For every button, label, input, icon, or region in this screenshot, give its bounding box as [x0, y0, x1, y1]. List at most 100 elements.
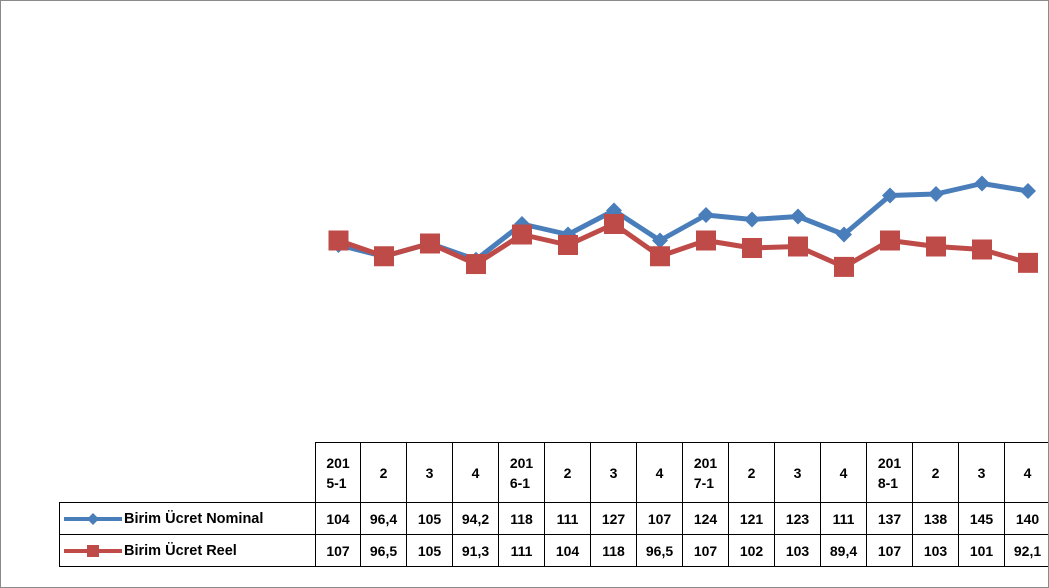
category-cell: 201 6-1 [498, 442, 545, 503]
value-cell-reel: 103 [912, 534, 959, 567]
category-cell: 3 [958, 442, 1005, 503]
data-point-nominal [836, 226, 852, 243]
data-point-reel [696, 230, 716, 251]
value-cell-reel: 107 [682, 534, 729, 567]
category-cell: 4 [452, 442, 499, 503]
category-cell: 4 [1004, 442, 1048, 503]
value-cell-reel: 107 [315, 534, 361, 567]
value-cell-reel: 103 [774, 534, 821, 567]
data-point-reel [466, 254, 486, 275]
category-label: 201 8-1 [877, 454, 902, 491]
value-cell-nominal: 145 [958, 502, 1005, 535]
category-label: 201 7-1 [693, 454, 718, 491]
data-point-nominal [928, 186, 944, 202]
value-cell-nominal: 118 [498, 502, 545, 535]
data-point-reel [880, 230, 900, 251]
category-cell: 3 [406, 442, 453, 503]
value-cell-nominal: 121 [728, 502, 775, 535]
value-cell-reel: 118 [590, 534, 637, 567]
category-label: 3 [609, 464, 618, 481]
data-point-reel [788, 236, 808, 257]
category-label: 3 [425, 464, 434, 481]
data-point-reel [972, 239, 992, 260]
category-label: 201 5-1 [326, 454, 350, 491]
data-point-nominal [1020, 183, 1036, 199]
data-point-nominal [790, 208, 806, 225]
category-cell: 2 [360, 442, 407, 503]
category-label: 3 [793, 464, 802, 481]
data-point-reel [604, 214, 624, 234]
data-point-reel [650, 246, 670, 267]
data-point-reel [512, 224, 532, 245]
category-label: 2 [931, 464, 940, 481]
value-cell-reel: 102 [728, 534, 775, 567]
series-row-reel: Birim Ücret Reel 107 96,5 105 91,3 111 104 118… [59, 534, 1048, 567]
category-label: 4 [471, 464, 480, 481]
value-cell-nominal: 105 [406, 502, 453, 535]
category-row: 201 5-1 2 3 4 201 6-1 2 3 4 201 7-1 2 3 4 201 8-1 2 3 4 [59, 442, 1048, 503]
data-point-reel [420, 233, 440, 254]
value-cell-nominal: 140 [1004, 502, 1048, 535]
value-cell-nominal: 124 [682, 502, 729, 535]
value-cell-reel: 91,3 [452, 534, 499, 567]
value-cell-reel: 111 [498, 534, 545, 567]
data-point-nominal [652, 232, 668, 249]
value-cell-reel: 89,4 [820, 534, 867, 567]
value-cell-nominal: 104 [315, 502, 361, 535]
series-label-reel: Birim Ücret Reel [59, 534, 316, 567]
value-cell-nominal: 107 [636, 502, 683, 535]
value-cell-reel: 105 [406, 534, 453, 567]
table-corner [59, 442, 316, 503]
series-reel [328, 214, 1038, 277]
data-point-reel [834, 256, 854, 277]
value-cell-reel: 96,5 [360, 534, 407, 567]
data-point-nominal [744, 211, 760, 228]
category-label: 2 [563, 464, 572, 481]
legend-key-nominal [64, 512, 122, 525]
line-chart [328, 175, 1038, 277]
category-label: 4 [839, 464, 848, 481]
legend-key-reel [64, 544, 122, 557]
data-table: 201 5-1 2 3 4 201 6-1 2 3 4 201 7-1 2 3 4 201 8-1 2 3 4 Bir… [59, 442, 1048, 567]
data-point-nominal [698, 207, 714, 223]
data-point-reel [374, 246, 394, 267]
value-cell-nominal: 96,4 [360, 502, 407, 535]
value-cell-nominal: 111 [820, 502, 867, 535]
category-label: 2 [379, 464, 388, 481]
category-label: 2 [747, 464, 756, 481]
series-name: Birim Ücret Reel [124, 542, 237, 559]
series-row-nominal: Birim Ücret Nominal 104 96,4 105 94,2 118 111… [59, 502, 1048, 535]
value-cell-nominal: 123 [774, 502, 821, 535]
data-point-reel [1018, 252, 1038, 273]
category-cell: 2 [728, 442, 775, 503]
category-cell: 4 [820, 442, 867, 503]
value-cell-nominal: 137 [866, 502, 913, 535]
data-point-reel [328, 230, 349, 251]
data-point-reel [742, 238, 762, 258]
category-cell: 201 8-1 [866, 442, 913, 503]
category-label: 3 [977, 464, 986, 481]
category-cell: 2 [912, 442, 959, 503]
series-label-nominal: Birim Ücret Nominal [59, 502, 316, 535]
value-cell-reel: 96,5 [636, 534, 683, 567]
category-cell: 201 5-1 [315, 442, 361, 503]
data-point-reel [926, 236, 946, 257]
category-label: 4 [655, 464, 664, 481]
category-cell: 3 [774, 442, 821, 503]
value-cell-reel: 101 [958, 534, 1005, 567]
value-cell-nominal: 111 [544, 502, 591, 535]
value-cell-reel: 107 [866, 534, 913, 567]
category-cell: 201 7-1 [682, 442, 729, 503]
data-point-nominal [974, 175, 990, 192]
value-cell-nominal: 127 [590, 502, 637, 535]
value-cell-reel: 92,1 [1004, 534, 1048, 567]
category-label: 4 [1023, 464, 1032, 481]
category-cell: 3 [590, 442, 637, 503]
category-cell: 4 [636, 442, 683, 503]
data-point-nominal [882, 187, 898, 204]
value-cell-reel: 104 [544, 534, 591, 567]
data-point-reel [558, 235, 578, 255]
value-cell-nominal: 138 [912, 502, 959, 535]
category-cell: 2 [544, 442, 591, 503]
